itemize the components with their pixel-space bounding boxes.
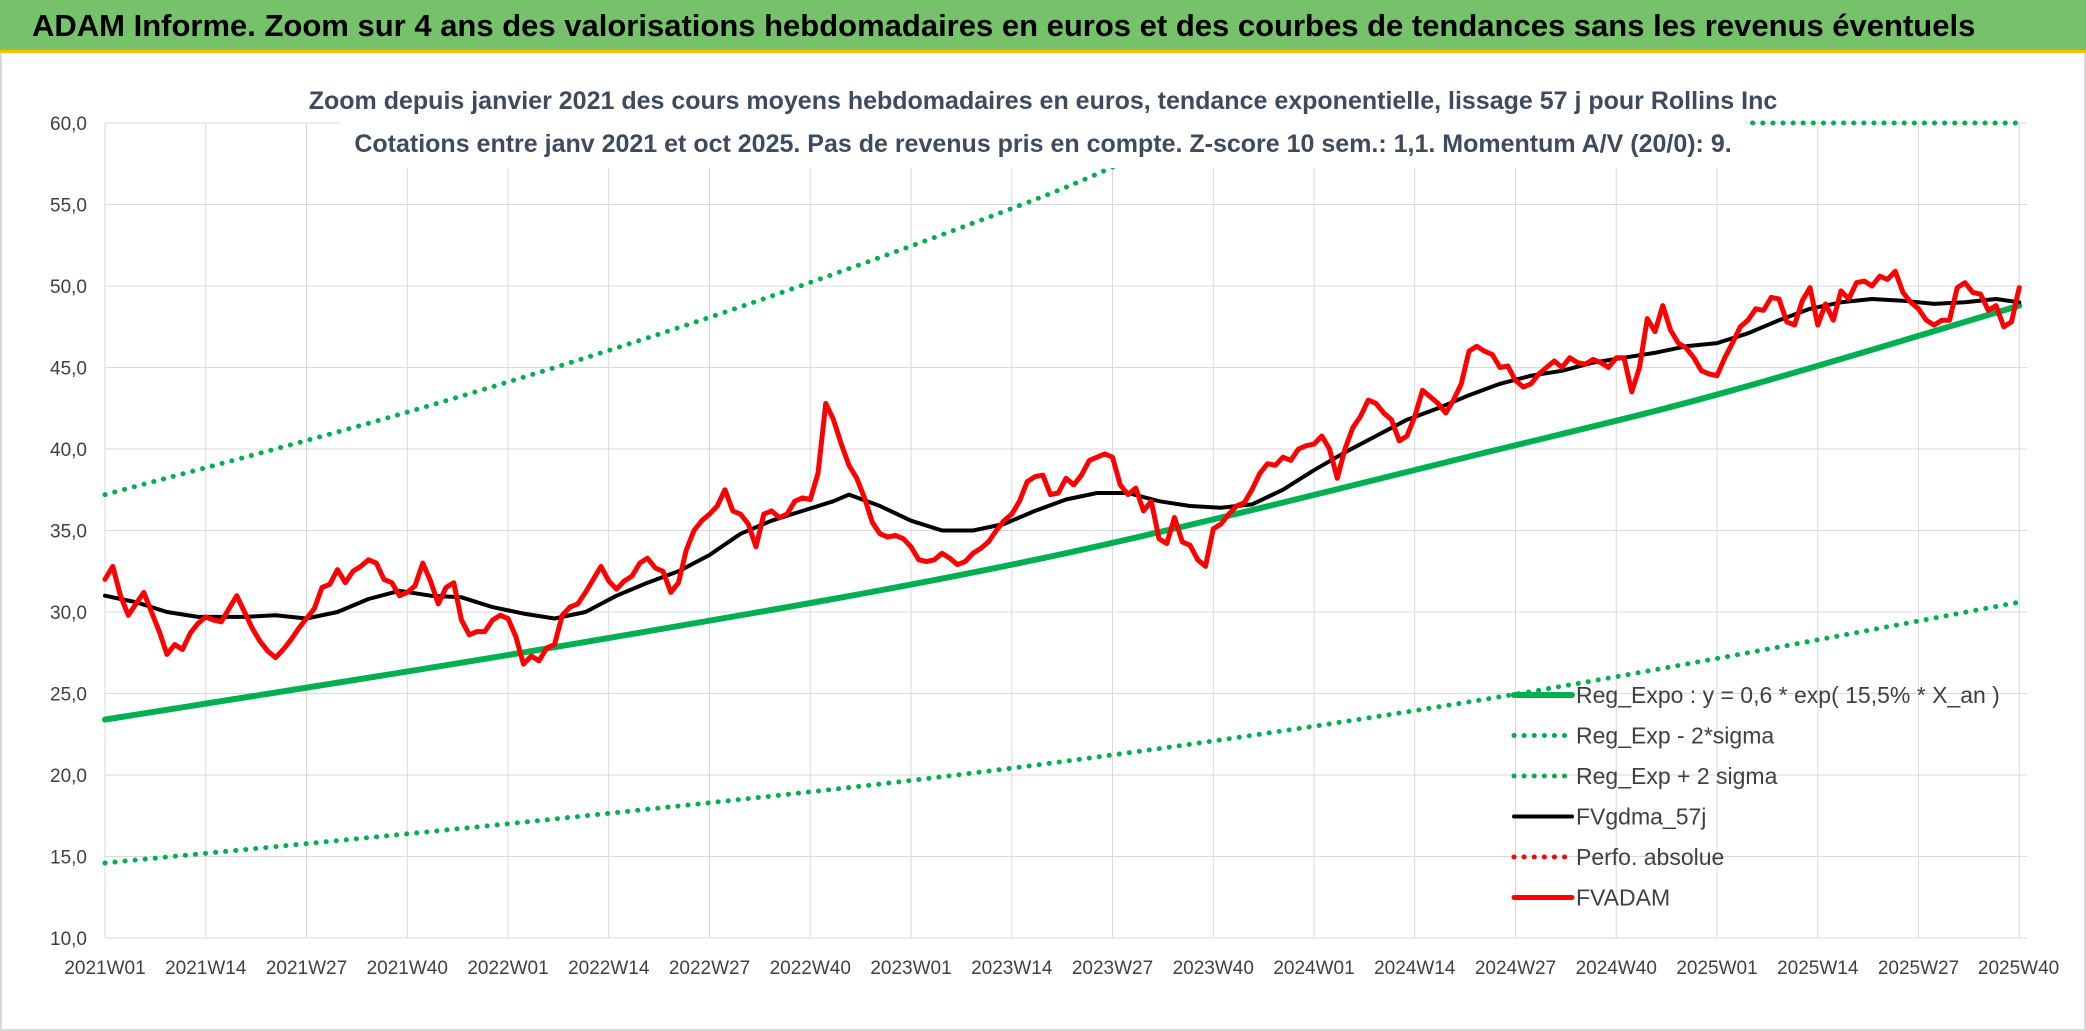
subtitle-line-2: Cotations entre janv 2021 et oct 2025. P… [354, 130, 1731, 158]
x-tick-label: 2025W01 [1676, 958, 1757, 979]
y-tick-label: 45,0 [50, 359, 87, 380]
chart-grid [104, 122, 2027, 939]
x-tick-label: 2023W01 [870, 958, 951, 979]
legend-label-1: Reg_Expo : y = 0,6 * exp( 15,5% * X_an ) [1576, 682, 2000, 708]
x-axis-ticks: 2021W01 2021W14 2021W27 2021W40 2022W01 2022W… [64, 958, 2059, 979]
y-tick-label: 40,0 [50, 440, 87, 461]
subtitle-line-1: Zoom depuis janvier 2021 des cours moyen… [309, 87, 1778, 115]
x-tick-label: 2022W40 [770, 958, 851, 979]
y-tick-label: 30,0 [50, 603, 87, 624]
series-reg-exp-2-line [102, 120, 1243, 498]
chart-series [102, 120, 2023, 866]
y-tick-label: 50,0 [50, 277, 87, 298]
x-tick-label: 2024W27 [1475, 958, 1556, 979]
y-tick-label: 60,0 [50, 114, 87, 135]
x-tick-label: 2023W40 [1173, 958, 1254, 979]
page-title: ADAM Informe. Zoom sur 4 ans des valoris… [32, 8, 1976, 43]
x-tick-label: 2025W40 [1978, 958, 2059, 979]
subtitle-background [340, 78, 1745, 168]
x-tick-label: 2023W27 [1072, 958, 1153, 979]
x-tick-label: 2024W40 [1576, 958, 1657, 979]
legend-label-6: FVADAM [1576, 885, 1670, 911]
legend-label-3: Reg_Exp + 2 sigma [1576, 763, 1778, 789]
x-tick-label: 2024W01 [1273, 958, 1354, 979]
series-fvadam-line [102, 268, 2022, 667]
y-tick-label: 20,0 [50, 766, 87, 787]
chart-legend: Reg_Expo : y = 0,6 * exp( 15,5% * X_an )… [1511, 682, 2000, 911]
y-axis-ticks: 10,0 15,0 20,0 25,0 30,0 35,0 40,0 45,0 50,0 55,0… [50, 114, 87, 950]
chart-subtitle: Zoom depuis janvier 2021 des cours moyen… [309, 78, 1778, 168]
x-tick-label: 2022W27 [669, 958, 750, 979]
x-tick-label: 2023W14 [971, 958, 1053, 979]
legend-label-2: Reg_Exp - 2*sigma [1576, 723, 1774, 749]
y-tick-label: 35,0 [50, 522, 87, 543]
x-tick-label: 2021W27 [266, 958, 347, 979]
y-tick-label: 55,0 [50, 196, 87, 217]
x-tick-label: 2022W01 [467, 958, 548, 979]
series-reg-expo-y-line [102, 302, 2023, 723]
legend-label-4: FVgdma_57j [1576, 804, 1706, 830]
x-tick-label: 2024W14 [1374, 958, 1456, 979]
x-tick-label: 2025W27 [1878, 958, 1959, 979]
legend-label-5: Perfo. absolue [1576, 844, 1724, 870]
x-tick-label: 2025W14 [1777, 958, 1859, 979]
y-tick-label: 15,0 [50, 848, 87, 869]
x-tick-label: 2021W40 [367, 958, 448, 979]
x-tick-label: 2022W14 [568, 958, 650, 979]
y-tick-label: 10,0 [50, 929, 87, 950]
x-tick-label: 2021W14 [165, 958, 247, 979]
x-tick-label: 2021W01 [64, 958, 145, 979]
y-tick-label: 25,0 [50, 685, 87, 706]
title-banner: ADAM Informe. Zoom sur 4 ans des valoris… [0, 0, 2086, 53]
